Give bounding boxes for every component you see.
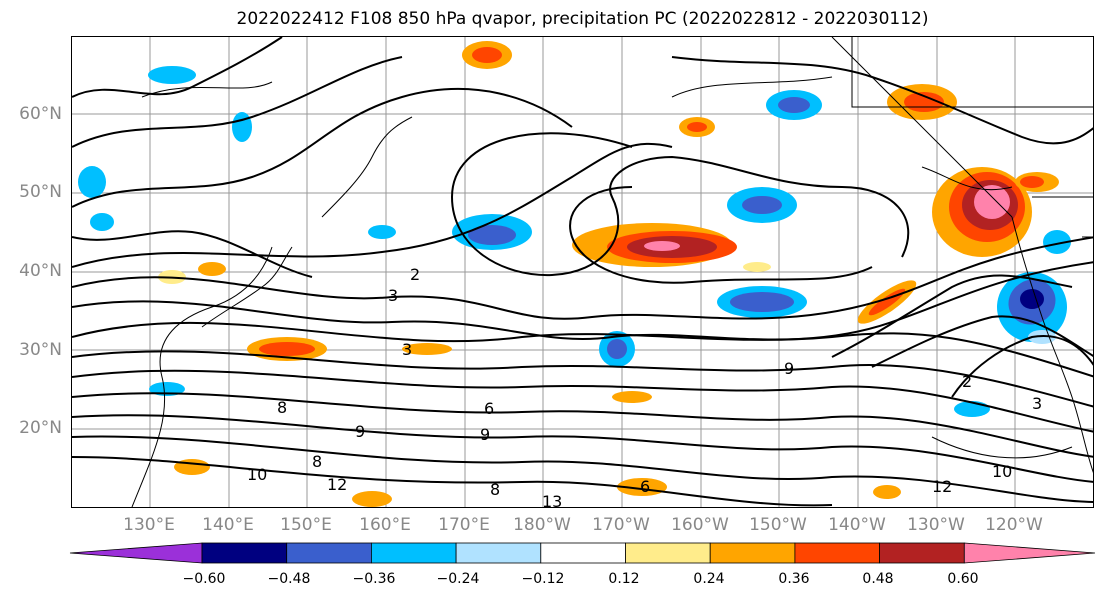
lon-label-180w: 180°W <box>513 515 571 535</box>
colorbar-tick: 0.24 <box>693 571 725 587</box>
contour-label: 6 <box>484 399 494 418</box>
contour-label: 2 <box>962 372 972 391</box>
lon-label-150e: 150°E <box>280 515 332 535</box>
lon-label-160w: 160°W <box>671 515 729 535</box>
contour-label: 9 <box>784 359 794 378</box>
contour-label: 12 <box>327 475 347 494</box>
colorbar-extend-high <box>963 542 1096 564</box>
contour-label: 8 <box>312 452 322 471</box>
lon-label-170w: 170°W <box>592 515 650 535</box>
contour-label: 6 <box>640 477 650 496</box>
lon-label-170e: 170°E <box>438 515 490 535</box>
contour-label: 13 <box>542 492 562 508</box>
lon-label-160e: 160°E <box>359 515 411 535</box>
lon-label-130e: 130°E <box>123 515 175 535</box>
coastlines <box>131 37 1093 507</box>
lon-label-140e: 140°E <box>202 515 254 535</box>
colorbar <box>69 542 1096 564</box>
lon-label-130w: 130°W <box>907 515 965 535</box>
lon-label-150w: 150°W <box>749 515 807 535</box>
contour-label: 9 <box>480 425 490 444</box>
contour-label: 3 <box>388 286 398 305</box>
colorbar-extend-low <box>69 542 203 564</box>
contour-labels: 2 3 3 9 9 6 8 8 10 12 12 10 13 2 3 9 8 6 <box>247 265 1042 508</box>
colorbar-tick: −0.12 <box>521 571 565 587</box>
colorbar-cell <box>709 542 796 564</box>
contour-lines <box>72 37 1093 507</box>
lat-label-30n: 30°N <box>19 340 62 360</box>
graticule <box>72 37 1093 507</box>
lat-label-50n: 50°N <box>19 182 62 202</box>
lon-label-140w: 140°W <box>828 515 886 535</box>
lon-label-120w: 120°W <box>985 515 1043 535</box>
colorbar-cell <box>455 542 542 564</box>
map-title: 2022022412 F108 850 hPa qvapor, precipit… <box>236 9 929 29</box>
colorbar-tick: −0.60 <box>182 571 226 587</box>
colorbar-cell <box>879 542 965 564</box>
contour-label: 8 <box>277 398 287 417</box>
map-panel: 2 3 3 9 9 6 8 8 10 12 12 10 13 2 3 9 8 6 <box>71 36 1094 508</box>
colorbar-tick: 0.48 <box>862 571 894 587</box>
contour-label: 8 <box>490 480 500 499</box>
colorbar-cell <box>540 542 626 564</box>
map-canvas <box>72 37 1093 507</box>
contour-label: 12 <box>932 477 952 496</box>
colorbar-cell <box>794 542 881 564</box>
colorbar-tick: −0.48 <box>267 571 311 587</box>
colorbar-tick: −0.36 <box>352 571 396 587</box>
colorbar-cell <box>625 542 711 564</box>
lat-label-20n: 20°N <box>19 418 62 438</box>
contour-label: 10 <box>247 465 267 484</box>
colorbar-tick: 0.60 <box>947 571 979 587</box>
contour-label: 10 <box>992 462 1012 481</box>
contour-label: 3 <box>1032 394 1042 413</box>
contour-label: 3 <box>402 340 412 359</box>
colorbar-tick: 0.12 <box>608 571 640 587</box>
colorbar-tick: 0.36 <box>778 571 810 587</box>
colorbar-cell <box>201 542 288 564</box>
lat-label-40n: 40°N <box>19 261 62 281</box>
thin-contours <box>141 76 1073 459</box>
precip-shading <box>78 41 1071 507</box>
colorbar-cell <box>370 542 457 564</box>
colorbar-tick: −0.24 <box>436 571 480 587</box>
colorbar-cell <box>286 542 372 564</box>
lat-label-60n: 60°N <box>19 104 62 124</box>
contour-label: 2 <box>410 265 420 284</box>
contour-label: 9 <box>355 422 365 441</box>
